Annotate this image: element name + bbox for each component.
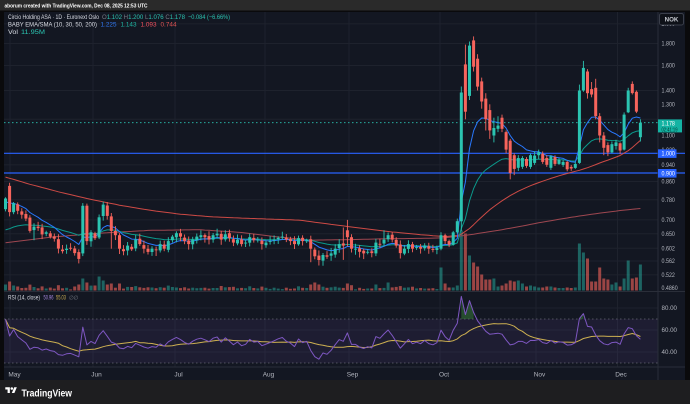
svg-text:1.178: 1.178: [662, 120, 676, 127]
svg-text:02:41:19: 02:41:19: [662, 127, 678, 133]
svg-text:Vol: Vol: [8, 29, 18, 36]
svg-text:0.700: 0.700: [662, 217, 676, 224]
svg-text:Nov: Nov: [534, 372, 546, 379]
svg-text:May: May: [8, 372, 21, 379]
svg-text:Circio Holding ASA · 1D · Euro: Circio Holding ASA · 1D · Euronext Oslo: [8, 14, 99, 21]
svg-text:1.093: 1.093: [141, 22, 157, 29]
svg-text:0.522: 0.522: [662, 272, 676, 279]
svg-text:0.900: 0.900: [662, 170, 676, 177]
svg-text:Dec: Dec: [615, 372, 627, 379]
svg-text:0.602: 0.602: [662, 245, 676, 252]
svg-text:1.143: 1.143: [121, 22, 137, 29]
svg-text:Jul: Jul: [174, 372, 183, 379]
svg-text:O1.102 H1.200 L1.076 C1.178: O1.102 H1.200 L1.076 C1.178: [102, 14, 185, 21]
svg-text:0.650: 0.650: [662, 231, 676, 238]
svg-text:0.744: 0.744: [161, 22, 177, 29]
svg-text:1.400: 1.400: [662, 88, 676, 95]
svg-text:1.225: 1.225: [101, 22, 117, 29]
svg-text:1.300: 1.300: [662, 102, 676, 109]
svg-text:TradingView: TradingView: [22, 388, 73, 399]
svg-text:∅: ∅: [69, 295, 74, 302]
svg-text:1.100: 1.100: [662, 133, 676, 140]
svg-text:0.4860: 0.4860: [662, 285, 679, 292]
svg-text:Aug: Aug: [263, 372, 275, 379]
svg-text:RSI (14, close): RSI (14, close): [8, 295, 40, 302]
svg-text:Sep: Sep: [347, 372, 359, 379]
svg-text:−0.084 (−6.66%): −0.084 (−6.66%): [188, 14, 230, 21]
svg-text:50.96: 50.96: [44, 295, 54, 302]
svg-text:NOK: NOK: [665, 17, 679, 24]
svg-text:80.00: 80.00: [662, 305, 678, 312]
svg-text:40.00: 40.00: [662, 349, 678, 356]
svg-text:0.940: 0.940: [662, 162, 676, 169]
svg-text:0.860: 0.860: [662, 179, 676, 186]
svg-text:aborum created with TradingVie: aborum created with TradingView.com, Dec…: [5, 4, 148, 10]
svg-text:Jun: Jun: [91, 372, 102, 379]
svg-text:60.00: 60.00: [662, 327, 678, 334]
svg-text:BABY EMA/SMA (10, 30, 50, 200): BABY EMA/SMA (10, 30, 50, 200): [8, 22, 97, 29]
svg-text:1.000: 1.000: [662, 151, 676, 158]
svg-text:11.95M: 11.95M: [21, 29, 45, 36]
svg-text:0.780: 0.780: [662, 197, 676, 204]
svg-text:Oct: Oct: [439, 372, 449, 379]
svg-text:1.600: 1.600: [662, 63, 676, 70]
svg-text:1.800: 1.800: [662, 41, 676, 48]
svg-text:∅: ∅: [74, 295, 79, 302]
svg-text:55.03: 55.03: [56, 295, 66, 302]
svg-text:0.562: 0.562: [662, 258, 676, 265]
